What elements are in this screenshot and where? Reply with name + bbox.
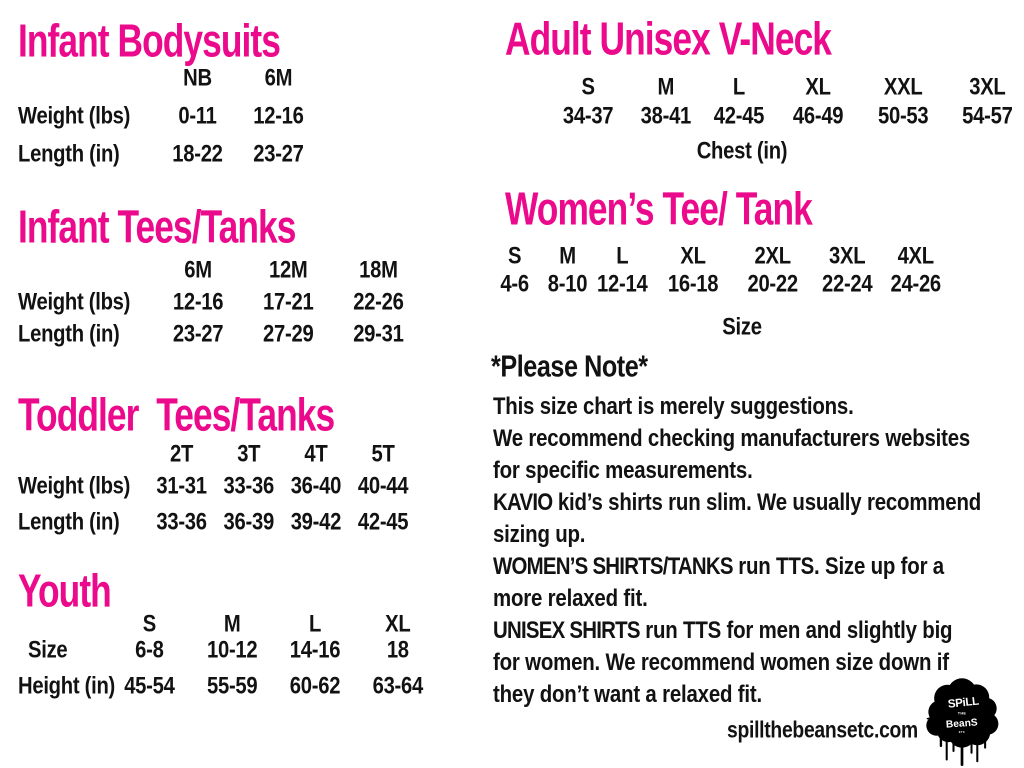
svg-text:THE: THE — [958, 711, 967, 715]
svg-text:BeanS: BeanS — [946, 717, 979, 730]
